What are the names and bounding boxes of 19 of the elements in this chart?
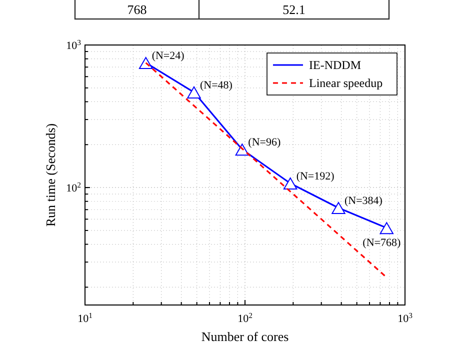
legend-label: IE-NDDM (309, 58, 362, 72)
point (380, 222, 394, 234)
text: 52.1 (282, 2, 306, 17)
annotation: (N=192) (296, 170, 335, 182)
x-tick-label: 10$^{1}$ (78, 310, 93, 325)
text: 768 (127, 2, 147, 17)
point (332, 202, 346, 214)
point (283, 178, 298, 190)
annotation: (N=96) (248, 136, 281, 148)
x-tick-label: 10$^{3}$ (398, 310, 413, 325)
x-axis-title: Number of cores (201, 329, 289, 344)
annotation: (N=48) (200, 79, 233, 92)
y-axis-title: Run time (Seconds) (43, 123, 58, 227)
annotation: (N=768) (362, 236, 401, 249)
point (187, 86, 201, 98)
legend-label: Linear speedup (309, 76, 383, 90)
x-tick-label: 10$^{2}$ (238, 310, 253, 325)
annotation: (N=384) (344, 194, 383, 207)
annotation: (N=24) (152, 50, 185, 62)
